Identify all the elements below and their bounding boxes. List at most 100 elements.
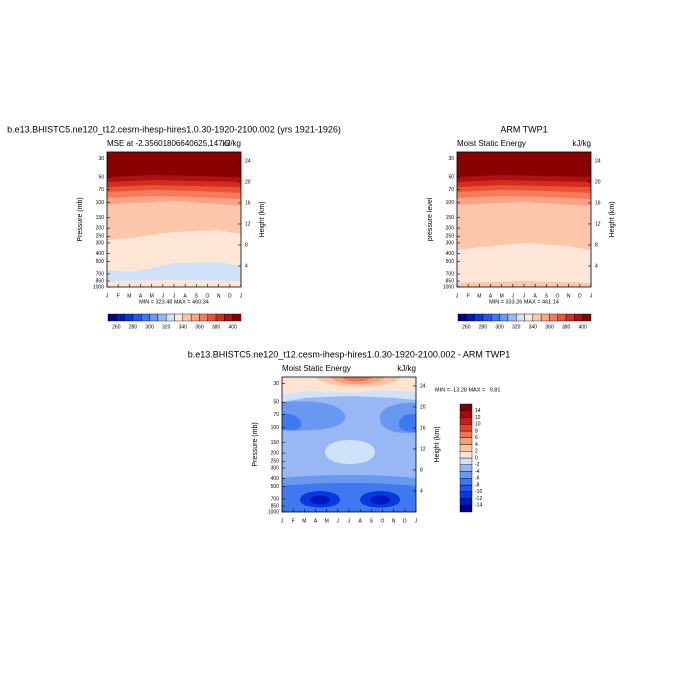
x-tick-label: J (590, 293, 593, 299)
x-tick-label: M (477, 293, 481, 299)
colorbar-box (132, 313, 142, 322)
y-tick-label: 500 (446, 259, 455, 265)
x-tick-label: N (392, 518, 396, 524)
y-tick-label: 500 (271, 484, 280, 490)
colorbar-label: 12 (475, 415, 481, 421)
y-tick-label: 300 (271, 465, 280, 471)
colorbar-box (174, 313, 184, 322)
colorbar-box (149, 313, 159, 322)
x-tick-label: J (240, 293, 243, 299)
colorbar-label: 4 (475, 442, 478, 448)
y-axis-label: Pressure (mb) (77, 197, 84, 241)
colorbar-box (466, 313, 475, 322)
colorbar-box (199, 313, 208, 322)
colorbar-label: 300 (495, 324, 504, 330)
stats: MIN = 333.26 MAX = 461.14 (489, 299, 559, 305)
colorbar-box (459, 424, 473, 432)
y-tick-label: 50 (98, 175, 104, 181)
y-tick-label: 400 (96, 251, 105, 257)
y2-tick-label: 12 (595, 221, 601, 227)
y-tick-label: 850 (96, 278, 105, 284)
colorbar-label: 260 (462, 324, 471, 330)
x-tick-label: M (302, 518, 306, 524)
y-tick-label: 700 (96, 271, 105, 277)
x-tick-label: S (195, 293, 199, 299)
x-tick-label: A (533, 293, 537, 299)
y-tick-label: 400 (446, 251, 455, 257)
y-tick-label: 300 (96, 240, 105, 246)
colorbar-box (459, 437, 473, 445)
colorbar-label: 360 (545, 324, 554, 330)
colorbar-box (124, 313, 134, 322)
x-tick-label: J (106, 293, 109, 299)
contour-fill (370, 495, 390, 505)
contour-fill (310, 495, 330, 505)
colorbar-box (116, 313, 125, 322)
colorbar-box (165, 313, 175, 322)
colorbar-box (207, 313, 217, 322)
y-tick-label: 200 (271, 450, 280, 456)
colorbar-label: -10 (475, 489, 482, 495)
colorbar-box (459, 478, 473, 486)
colorbar-box (157, 313, 167, 322)
contour-fill (342, 377, 372, 382)
y2-axis-label: Height (km) (434, 426, 441, 462)
colorbar-box (459, 410, 473, 418)
x-tick-label: J (162, 293, 165, 299)
colorbar-box (459, 457, 473, 465)
x-tick-label: J (337, 518, 340, 524)
x-tick-label: D (228, 293, 232, 299)
y2-tick-label: 4 (595, 263, 598, 269)
y-tick-label: 400 (271, 476, 280, 482)
colorbar-box (499, 313, 509, 322)
y2-tick-label: 20 (420, 404, 426, 410)
y-tick-label: 1000 (443, 284, 454, 290)
colorbar-label: 8 (475, 428, 478, 434)
y-tick-label: 200 (446, 225, 455, 231)
x-tick-label: O (206, 293, 210, 299)
colorbar-box (459, 403, 473, 411)
x-tick-label: N (567, 293, 571, 299)
colorbar-label: 320 (162, 324, 171, 330)
colorbar-label: -6 (475, 476, 480, 482)
x-tick-label: F (467, 293, 470, 299)
colorbar-label: -14 (475, 503, 482, 509)
y-tick-label: 70 (98, 187, 104, 193)
y2-tick-label: 4 (420, 488, 423, 494)
units: kJ/kg (397, 364, 416, 373)
colorbar-box (574, 313, 583, 322)
contour-fill (398, 413, 416, 432)
contour-field (282, 377, 416, 512)
colorbar-box (459, 484, 473, 492)
x-tick-label: J (281, 518, 284, 524)
y-tick-label: 1000 (268, 509, 279, 515)
y-tick-label: 250 (96, 234, 105, 240)
stats: MIN = -13.28 MAX = 9.81 (435, 387, 500, 393)
colorbar-box (491, 313, 500, 322)
y2-tick-label: 24 (595, 158, 601, 164)
y-tick-label: 30 (273, 381, 279, 387)
x-tick-label: M (127, 293, 131, 299)
y2-tick-label: 24 (245, 158, 251, 164)
x-tick-label: A (314, 518, 318, 524)
panel-subtitle: Moist Static Energy (457, 139, 526, 148)
colorbar-box (459, 471, 473, 479)
colorbar-box (459, 505, 473, 513)
y-tick-label: 70 (448, 187, 454, 193)
x-tick-label: S (545, 293, 549, 299)
colorbar-label: 280 (479, 324, 488, 330)
contour-fill (325, 440, 375, 464)
x-tick-label: J (456, 293, 459, 299)
panel-title: ARM TWP1 (500, 124, 547, 134)
y2-tick-label: 24 (420, 383, 426, 389)
y2-tick-label: 12 (420, 446, 426, 452)
colorbar-box (459, 491, 473, 499)
colorbar-box (474, 313, 484, 322)
colorbar-label: 380 (212, 324, 221, 330)
x-tick-label: O (556, 293, 560, 299)
colorbar-label: -12 (475, 496, 482, 502)
x-tick-label: D (578, 293, 582, 299)
colorbar-box (459, 464, 473, 472)
y-tick-label: 100 (96, 200, 105, 206)
y2-tick-label: 20 (595, 179, 601, 185)
